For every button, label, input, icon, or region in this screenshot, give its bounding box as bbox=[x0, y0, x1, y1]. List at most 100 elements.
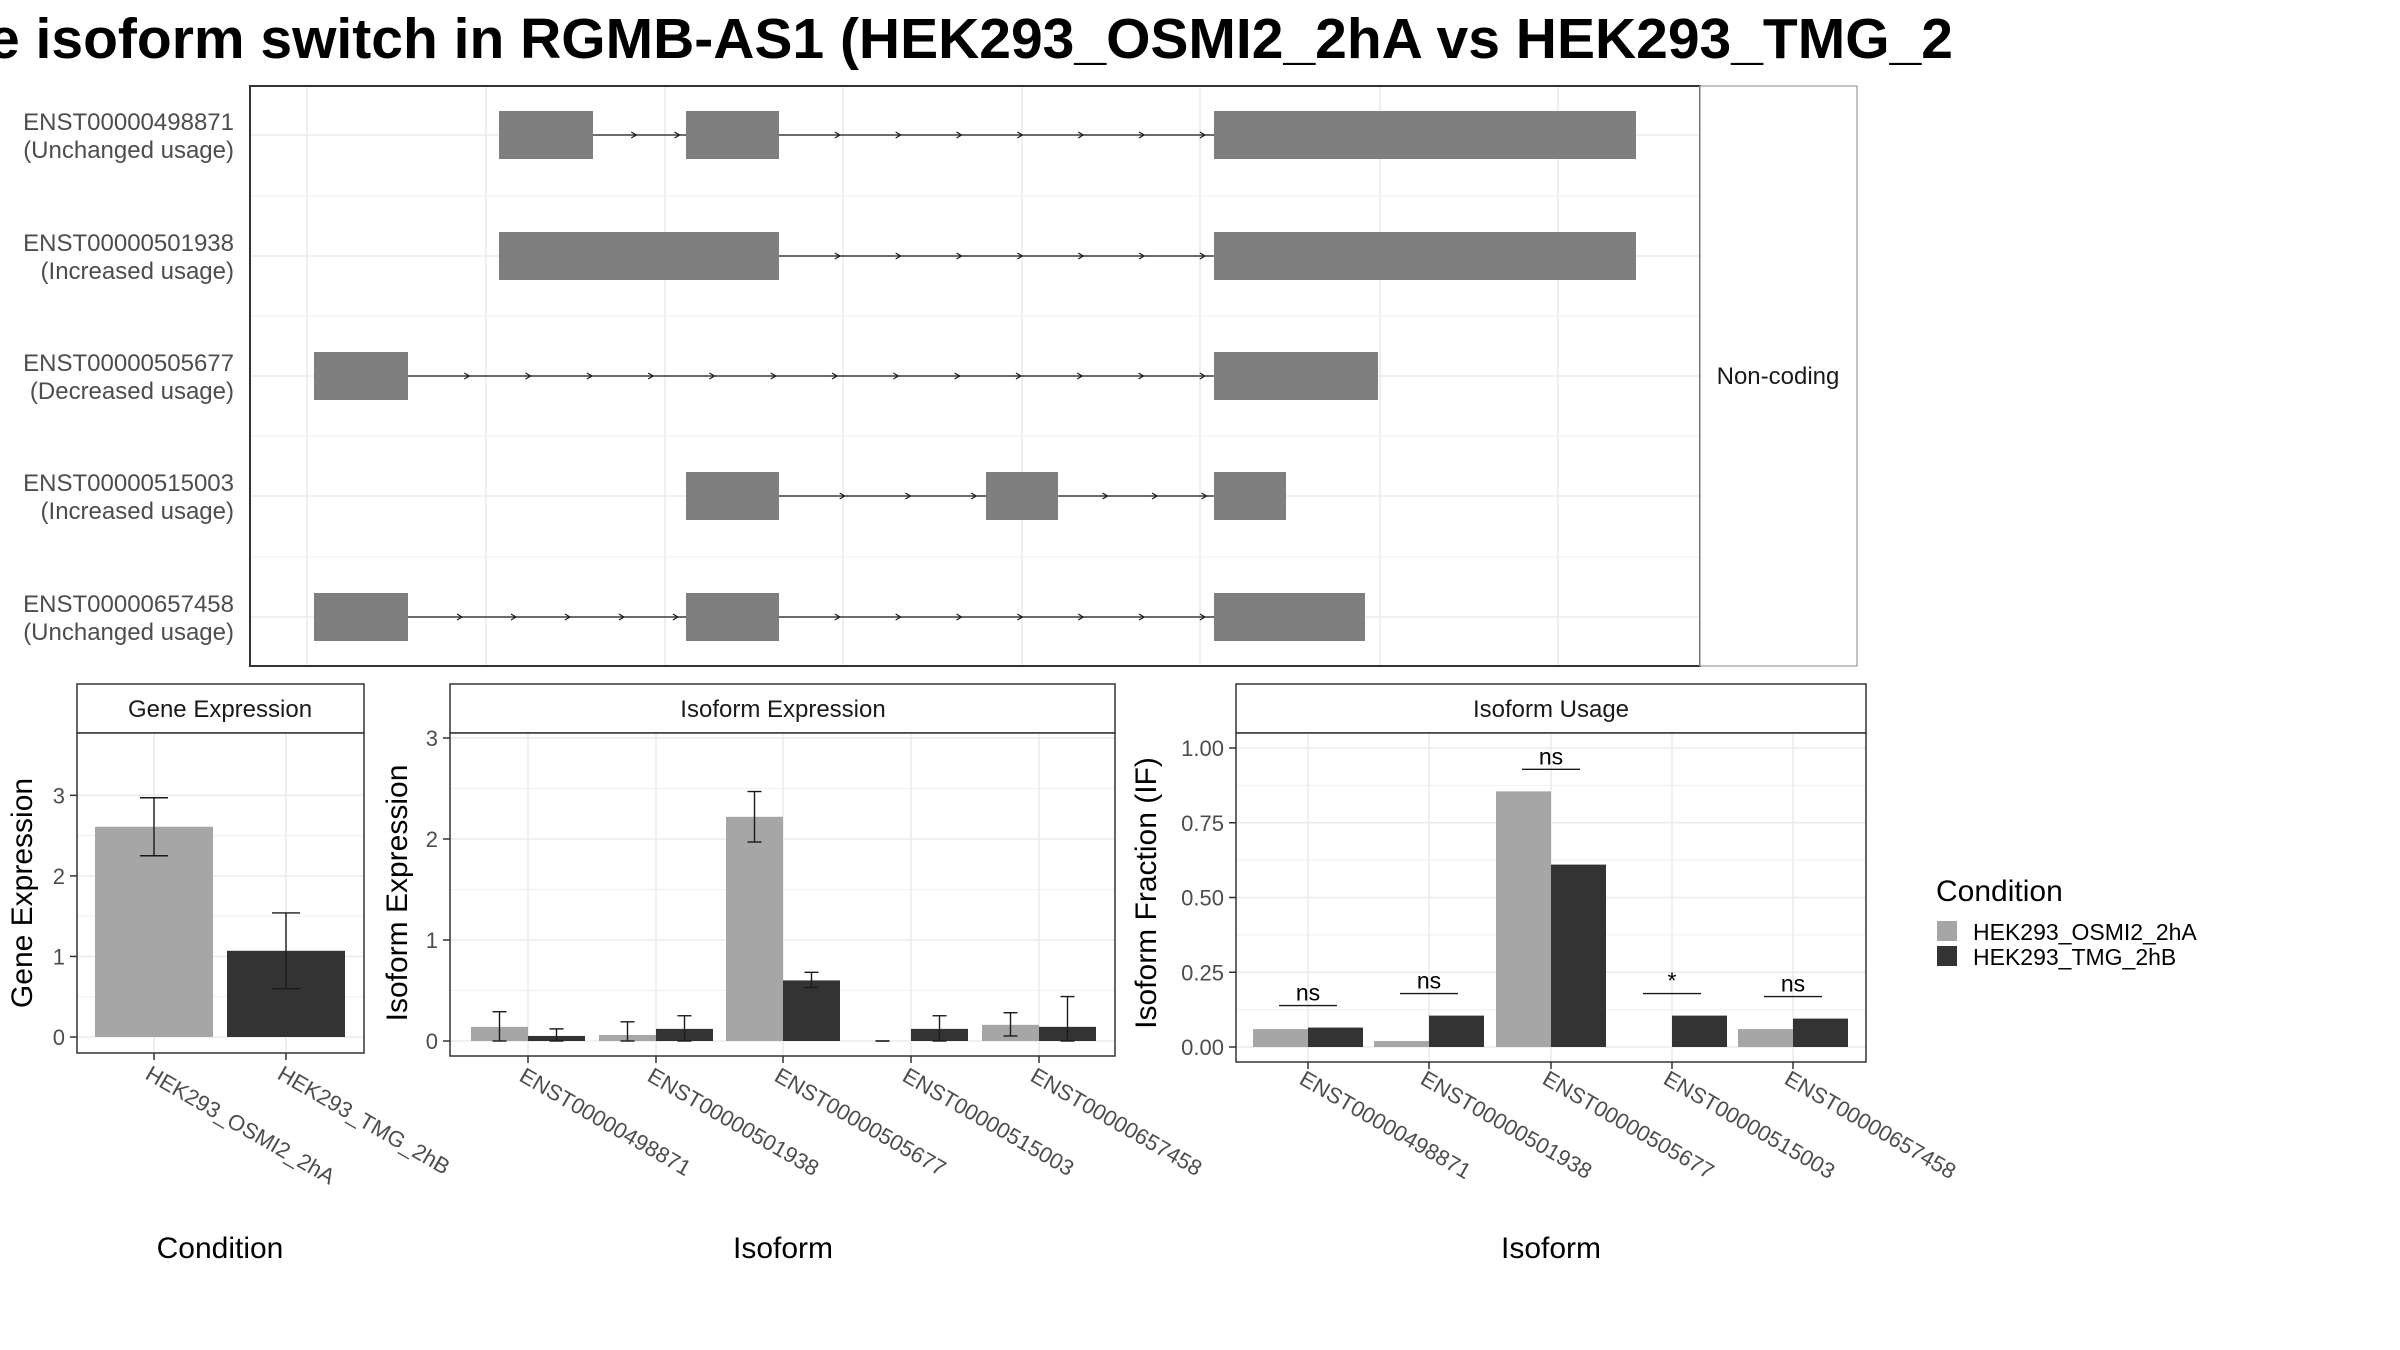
exon-block bbox=[686, 111, 779, 159]
gene-expression-strip-title: Gene Expression bbox=[128, 696, 312, 723]
exon-block bbox=[686, 472, 779, 520]
intron-direction-arrow bbox=[905, 492, 912, 500]
legend-label-condition-a: HEK293_OSMI2_2hA bbox=[1973, 919, 2197, 945]
intron-direction-arrow bbox=[954, 372, 961, 380]
isoform-usage-label: (Unchanged usage) bbox=[23, 137, 234, 164]
intron-direction-arrow bbox=[564, 613, 572, 621]
isoform-expression-x-ticks: ENST00000498871ENST00000501938ENST000005… bbox=[516, 1056, 1206, 1181]
y-tick-label: 2 bbox=[426, 827, 438, 852]
intron-direction-arrow bbox=[1017, 613, 1024, 621]
intron-direction-arrow bbox=[1138, 252, 1146, 260]
isoform-usage-panel: Isoform Usage ns ns ns * ns 0.00 0.25 0.50 0.75… bbox=[1130, 683, 1960, 1265]
intron-direction-arrow bbox=[709, 372, 716, 380]
legend-label-condition-b: HEK293_TMG_2hB bbox=[1973, 944, 2176, 970]
y-tick-label: 0 bbox=[53, 1025, 65, 1050]
isoform-usage-label: (Decreased usage) bbox=[30, 378, 234, 405]
intron-direction-arrow bbox=[1015, 372, 1023, 380]
isoform-usage-bar bbox=[1253, 1029, 1308, 1047]
gene-expression-plot-border bbox=[76, 732, 365, 1054]
significance-label: ns bbox=[1539, 743, 1563, 769]
intron-direction-arrow bbox=[630, 131, 638, 139]
significance-label: ns bbox=[1296, 980, 1320, 1006]
intron-direction-arrow bbox=[834, 613, 842, 621]
significance-label: ns bbox=[1417, 968, 1441, 994]
intron-direction-arrow bbox=[956, 252, 963, 260]
intron-direction-arrow bbox=[1017, 252, 1024, 260]
intron-direction-arrow bbox=[1138, 131, 1146, 139]
gene-expression-x-axis-label: Condition bbox=[157, 1232, 284, 1265]
isoform-id-label: ENST00000498871 bbox=[23, 109, 234, 136]
intron-direction-arrow bbox=[839, 492, 846, 500]
isoform-usage-strip bbox=[1235, 683, 1867, 734]
structure-facet-label: Non-coding bbox=[1717, 363, 1840, 390]
exon-block bbox=[314, 352, 408, 400]
isoform-expression-strip bbox=[449, 683, 1116, 734]
intron-direction-arrow bbox=[1201, 492, 1208, 500]
isoform-usage-bar bbox=[1738, 1029, 1793, 1047]
isoform-id-label: ENST00000505677 bbox=[23, 350, 234, 377]
isoform-usage-bar bbox=[1308, 1027, 1363, 1047]
y-tick-label: 1.00 bbox=[1181, 736, 1224, 761]
intron-direction-arrow bbox=[895, 131, 902, 139]
isoform-expression-panel: Isoform Expression 0 1 2 3 ENST00000498871E… bbox=[381, 683, 1206, 1265]
intron-direction-arrow bbox=[1077, 613, 1085, 621]
exon-block bbox=[314, 593, 408, 641]
intron-direction-arrow bbox=[895, 252, 902, 260]
isoform-usage-label: (Increased usage) bbox=[41, 258, 234, 285]
y-tick-label: 0.00 bbox=[1181, 1035, 1224, 1060]
structure-facet-strip bbox=[1699, 85, 1858, 667]
exon-block bbox=[1214, 472, 1286, 520]
gene-expression-bar bbox=[95, 826, 213, 1037]
isoform-usage-label: (Increased usage) bbox=[41, 498, 234, 525]
intron-direction-arrow bbox=[672, 613, 680, 621]
intron-direction-arrow bbox=[1199, 372, 1206, 380]
exon-block bbox=[1214, 593, 1365, 641]
exon-block bbox=[686, 593, 779, 641]
isoform-usage-strip-title: Isoform Usage bbox=[1473, 696, 1629, 723]
significance-label: * bbox=[1668, 968, 1677, 994]
isoform-id-label: ENST00000515003 bbox=[23, 470, 234, 497]
significance-label: ns bbox=[1781, 971, 1805, 997]
intron-direction-arrow bbox=[1138, 613, 1146, 621]
page-title: e isoform switch in RGMB-AS1 (HEK293_OSM… bbox=[0, 7, 1953, 71]
isoform-usage-bars bbox=[1253, 791, 1848, 1047]
legend: Condition HEK293_OSMI2_2hA HEK293_TMG_2h… bbox=[1936, 875, 2197, 970]
isoform-expression-y-axis-label: Isoform Expression bbox=[381, 765, 414, 1022]
gene-expression-bars bbox=[95, 797, 345, 1037]
isoform-usage-bar bbox=[1672, 1015, 1727, 1047]
intron-direction-arrow bbox=[1076, 372, 1084, 380]
y-tick-label: 1 bbox=[53, 944, 65, 969]
exon-block bbox=[1214, 352, 1378, 400]
y-tick-label: 0.25 bbox=[1181, 960, 1224, 985]
intron-direction-arrow bbox=[956, 131, 963, 139]
intron-direction-arrow bbox=[1138, 372, 1145, 380]
isoform-usage-bar bbox=[1551, 864, 1606, 1047]
isoform-expression-bar bbox=[726, 816, 783, 1041]
isoform-usage-label: (Unchanged usage) bbox=[23, 619, 234, 646]
intron-direction-arrow bbox=[1199, 252, 1207, 260]
y-tick-label: 0.75 bbox=[1181, 811, 1224, 836]
intron-direction-arrow bbox=[834, 131, 842, 139]
isoform-expression-bar bbox=[783, 980, 840, 1041]
gene-expression-y-ticks: 0 1 2 3 bbox=[53, 783, 77, 1050]
y-tick-label: 0 bbox=[426, 1029, 438, 1054]
y-tick-label: 3 bbox=[53, 783, 65, 808]
y-tick-label: 2 bbox=[53, 864, 65, 889]
y-tick-label: 1 bbox=[426, 928, 438, 953]
intron-direction-arrow bbox=[618, 613, 626, 621]
legend-swatch-condition-a bbox=[1937, 921, 1957, 941]
exon-block bbox=[1214, 232, 1636, 280]
isoform-usage-y-ticks: 0.00 0.25 0.50 0.75 1.00 bbox=[1181, 736, 1236, 1060]
exon-block bbox=[499, 111, 593, 159]
isoform-id-label: ENST00000657458 bbox=[23, 591, 234, 618]
y-tick-label: 0.50 bbox=[1181, 886, 1224, 911]
isoform-usage-x-axis-label: Isoform bbox=[1501, 1232, 1601, 1265]
intron-direction-arrow bbox=[456, 613, 464, 621]
legend-title: Condition bbox=[1936, 875, 2063, 908]
intron-direction-arrow bbox=[970, 492, 978, 500]
intron-direction-arrow bbox=[1199, 613, 1207, 621]
isoform-id-label: ENST00000501938 bbox=[23, 230, 234, 257]
intron-direction-arrow bbox=[674, 131, 681, 139]
